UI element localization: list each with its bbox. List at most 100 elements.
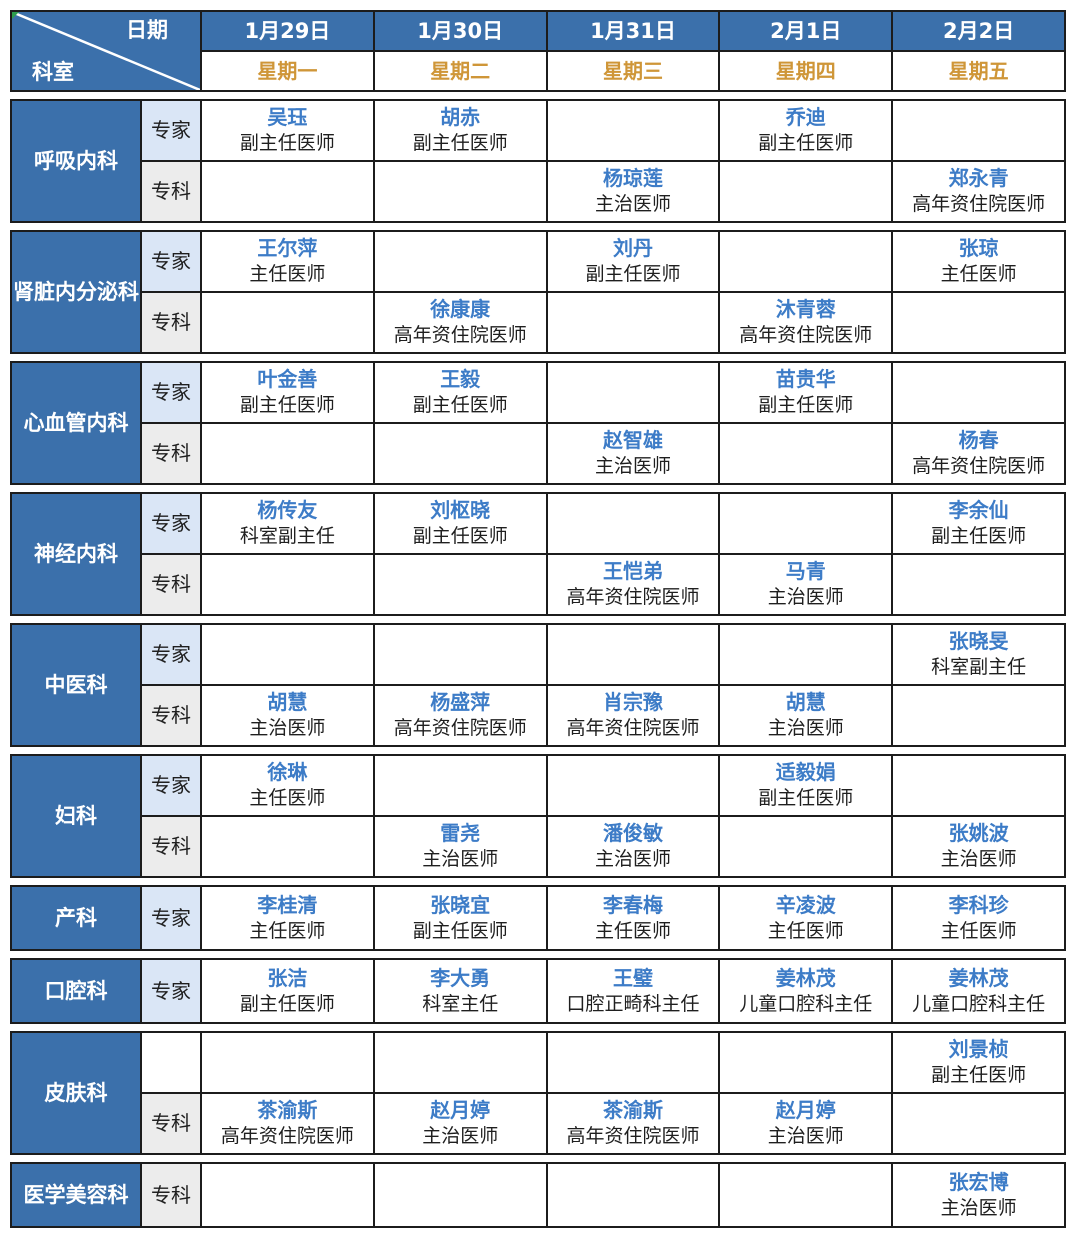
doctor-title: 主治医师 [940, 848, 1017, 871]
doctor-title: 高年资住院医师 [393, 717, 527, 740]
schedule-cell [202, 625, 373, 684]
schedule-cell [547, 494, 719, 553]
schedule-cell [720, 424, 892, 483]
schedule-cell [893, 363, 1064, 422]
schedule-cell [374, 555, 546, 614]
schedule-cell: 刘丹 副主任医师 [547, 232, 719, 291]
doctor-title: 主任医师 [940, 919, 1017, 942]
date-header-cell: 2月1日 [720, 12, 892, 50]
department-name-cell: 产科 [12, 887, 140, 949]
corner-cell: 日期 科室 [12, 12, 200, 90]
weekday-header-cell: 星期四 [720, 52, 892, 90]
department-name-cell: 肾脏内分泌科 [12, 232, 140, 352]
department-axis-label: 科室 [32, 59, 74, 84]
doctor-title: 高年资住院医师 [566, 1125, 700, 1148]
schedule-cell [893, 101, 1064, 160]
doctor-title: 主治医师 [594, 848, 671, 871]
row-type-label: 专科 [142, 555, 200, 614]
schedule-cell: 茶渝斯 高年资住院医师 [547, 1094, 719, 1153]
row-type-label: 专家 [142, 101, 200, 160]
schedule-cell [720, 817, 892, 876]
schedule-cell: 李桂清 主任医师 [202, 887, 373, 949]
doctor-name: 张洁 [267, 965, 308, 990]
schedule-cell: 杨盛萍 高年资住院医师 [374, 686, 546, 745]
row-type-label: 专科 [142, 293, 200, 352]
doctor-title: 科室副主任 [931, 656, 1027, 679]
doctor-name: 张晓宜 [430, 892, 491, 917]
schedule-cell: 张宏博 主治医师 [893, 1164, 1064, 1226]
doctor-title: 副主任医师 [239, 132, 335, 155]
doctor-title: 科室主任 [422, 992, 499, 1015]
schedule-cell [374, 1033, 546, 1092]
schedule-cell [893, 686, 1064, 745]
schedule-cell: 胡慧 主治医师 [202, 686, 373, 745]
department-name-cell: 神经内科 [12, 494, 140, 614]
doctor-title: 科室副主任 [239, 525, 335, 548]
schedule-cell: 李春梅 主任医师 [547, 887, 719, 949]
doctor-name: 郑永青 [948, 166, 1009, 191]
doctor-name: 姜林茂 [948, 965, 1009, 990]
weekday-header-cell: 星期三 [547, 52, 719, 90]
doctor-title: 主任医师 [594, 919, 671, 942]
doctor-title: 主治医师 [249, 717, 326, 740]
schedule-cell [374, 756, 546, 815]
doctor-title: 副主任医师 [239, 992, 335, 1015]
row-type-label: 专科 [142, 1094, 200, 1153]
department-name-cell: 呼吸内科 [12, 101, 140, 221]
schedule-cell: 姜林茂 儿童口腔科主任 [720, 960, 892, 1022]
doctor-title: 高年资住院医师 [912, 455, 1046, 478]
doctor-name: 雷尧 [440, 821, 481, 846]
doctor-title: 高年资住院医师 [566, 717, 700, 740]
doctor-name: 沐青蓉 [775, 297, 836, 322]
department-name-cell: 心血管内科 [12, 363, 140, 483]
department-block: 神经内科 专家 杨传友 科室副主任 刘枢晓 副主任医师 李余仙 副主任医师 专科 王恺弟 高年资住院… [10, 492, 1066, 616]
doctor-title: 副主任医师 [412, 132, 508, 155]
schedule-cell: 吴珏 副主任医师 [202, 101, 373, 160]
schedule-cell: 胡赤 副主任医师 [374, 101, 546, 160]
row-type-label: 专家 [142, 363, 200, 422]
schedule-cell [720, 1164, 892, 1226]
doctor-title: 主治医师 [594, 455, 671, 478]
schedule-cell [547, 1033, 719, 1092]
doctor-name: 辛凌波 [775, 892, 836, 917]
doctor-title: 主任医师 [249, 787, 326, 810]
schedule-cell: 胡慧 主治医师 [720, 686, 892, 745]
schedule-cell [374, 424, 546, 483]
schedule-cell [893, 555, 1064, 614]
doctor-name: 杨春 [958, 428, 999, 453]
schedule-cell: 刘景桢 副主任医师 [893, 1033, 1064, 1092]
schedule-cell [202, 817, 373, 876]
date-header-cell: 1月30日 [374, 12, 546, 50]
schedule-cell: 潘俊敏 主治医师 [547, 817, 719, 876]
duty-schedule-table: 日期 科室 1月29日 星期一 1月30日 星期二 1月31日 星期三 2月1日 星期四 2月2… [10, 10, 1066, 1228]
schedule-cell: 杨传友 科室副主任 [202, 494, 373, 553]
schedule-cell: 沐青蓉 高年资住院医师 [720, 293, 892, 352]
schedule-cell [547, 1164, 719, 1226]
row-type-label: 专家 [142, 960, 200, 1022]
doctor-name: 张晓旻 [948, 629, 1009, 654]
row-type-label [142, 1033, 200, 1092]
row-type-label: 专科 [142, 162, 200, 221]
schedule-cell [893, 756, 1064, 815]
schedule-cell: 张晓宜 副主任医师 [374, 887, 546, 949]
doctor-name: 肖宗豫 [602, 690, 663, 715]
doctor-name: 叶金善 [257, 367, 318, 392]
department-name-cell: 医学美容科 [12, 1164, 140, 1226]
schedule-cell: 雷尧 主治医师 [374, 817, 546, 876]
schedule-cell [720, 162, 892, 221]
doctor-name: 乔迪 [785, 105, 826, 130]
doctor-title: 副主任医师 [585, 263, 681, 286]
row-type-label: 专家 [142, 625, 200, 684]
doctor-title: 儿童口腔科主任 [739, 992, 873, 1015]
department-block: 医学美容科 专科 张宏博 主治医师 [10, 1162, 1066, 1228]
schedule-cell: 李大勇 科室主任 [374, 960, 546, 1022]
schedule-cell: 刘枢晓 副主任医师 [374, 494, 546, 553]
doctor-name: 张琼 [958, 236, 999, 261]
schedule-cell [374, 1164, 546, 1226]
schedule-cell: 苗贵华 副主任医师 [720, 363, 892, 422]
doctor-name: 李桂清 [257, 892, 318, 917]
row-type-label: 专家 [142, 232, 200, 291]
row-type-label: 专科 [142, 817, 200, 876]
department-name-cell: 妇科 [12, 756, 140, 876]
schedule-cell: 李余仙 副主任医师 [893, 494, 1064, 553]
